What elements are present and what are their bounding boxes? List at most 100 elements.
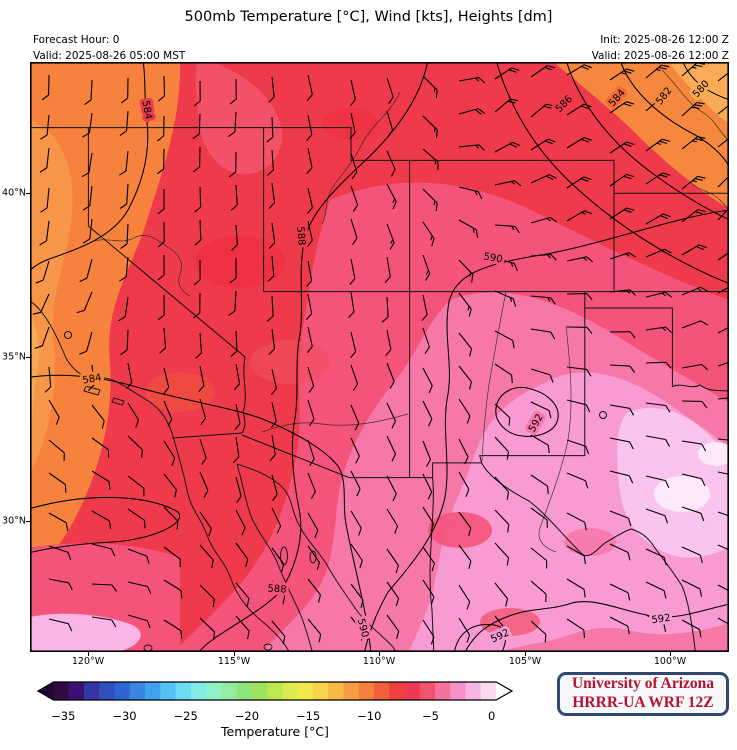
- wind-barb: [235, 542, 249, 568]
- wind-barb: [530, 253, 557, 261]
- wind-barb: [422, 400, 433, 427]
- wind-barb: [350, 331, 357, 359]
- wind-barb: [645, 508, 669, 524]
- wind-barb: [192, 292, 201, 319]
- height-contours: [30, 62, 729, 652]
- wind-barb: [82, 218, 93, 244]
- wind-barb: [231, 224, 238, 251]
- wind-barb: [458, 398, 471, 424]
- wind-barb: [645, 97, 670, 112]
- wind-barb: [566, 136, 592, 149]
- wind-barb: [422, 327, 430, 355]
- wind-barb: [609, 173, 635, 187]
- wind-barb: [530, 328, 556, 340]
- colorbar-cell: [267, 682, 283, 700]
- wind-barb: [681, 506, 705, 522]
- colorbar-tick-label: 0: [488, 709, 495, 723]
- wind-barb: [307, 439, 315, 467]
- wind-barb: [229, 257, 237, 284]
- colorbar-cell: [343, 682, 359, 700]
- wind-barb: [119, 256, 129, 282]
- wind-barb: [717, 71, 729, 82]
- wind-barb: [119, 183, 129, 209]
- wind-barb: [458, 76, 486, 84]
- wind-barb: [381, 296, 389, 323]
- wind-barb: [458, 259, 474, 283]
- colorbar-cell: [99, 682, 115, 700]
- wind-barb: [458, 186, 483, 200]
- wind-barb: [48, 545, 72, 561]
- rivers: [87, 69, 729, 553]
- wind-barb: [350, 543, 363, 569]
- wind-barb: [79, 258, 93, 283]
- wind-barb: [193, 80, 201, 107]
- wind-barb: [494, 330, 515, 349]
- wind-barb: [268, 182, 276, 209]
- wind-barb: [192, 113, 201, 140]
- wind-barb: [645, 291, 673, 298]
- wind-barb: [34, 326, 50, 349]
- wind-barb: [645, 248, 672, 258]
- wind-barb: [530, 547, 548, 569]
- wind-barb: [306, 74, 313, 102]
- colorbar-cell: [251, 682, 268, 700]
- wind-barb: [163, 619, 183, 639]
- wind-barb: [530, 474, 549, 495]
- wind-barb: [40, 187, 50, 213]
- wind-barb: [350, 185, 359, 212]
- colorbar-cell: [404, 682, 421, 700]
- wind-barb: [681, 209, 706, 223]
- map-frame: [30, 62, 729, 652]
- wind-barb: [386, 150, 396, 177]
- wind-barb: [458, 144, 485, 151]
- wind-barb: [156, 148, 165, 175]
- wind-barb: [458, 471, 470, 498]
- wind-barb: [458, 584, 471, 610]
- lon-tick-label: 110°W: [362, 656, 396, 667]
- wind-barb: [609, 68, 635, 81]
- wind-barb: [530, 620, 547, 643]
- wind-barb: [566, 472, 589, 489]
- wind-barb: [157, 75, 166, 102]
- wind-barb: [193, 259, 201, 286]
- wind-barb: [386, 362, 395, 389]
- wind-barb: [350, 437, 360, 464]
- wind-barb: [234, 403, 241, 431]
- wind-barb: [645, 172, 671, 185]
- wind-barb: [350, 510, 362, 536]
- wind-barb: [717, 137, 729, 148]
- wind-barb: [494, 436, 510, 460]
- wind-barb: [645, 213, 671, 225]
- wind-barb: [350, 364, 359, 391]
- colorbar-cell: [419, 682, 436, 700]
- wind-barb: [163, 400, 173, 427]
- city-marker: [64, 331, 72, 339]
- colorbar-cell: [312, 682, 329, 700]
- wind-barb: [118, 296, 129, 322]
- colorbar-cell: [465, 682, 482, 700]
- wind-barb: [48, 512, 69, 531]
- wind-barb: [645, 138, 671, 152]
- wind-barb: [530, 216, 558, 224]
- lat-tick-mark: [26, 357, 30, 358]
- wind-barb: [566, 545, 586, 565]
- state-borders: [30, 127, 729, 652]
- lat-tick-mark: [26, 193, 30, 194]
- wind-barb: [120, 329, 129, 356]
- wind-barb: [530, 295, 556, 305]
- wind-barb: [385, 329, 392, 357]
- valid-local: Valid: 2025-08-26 05:00 MST: [33, 49, 186, 62]
- wind-barb: [268, 76, 275, 103]
- wind-barb: [44, 366, 52, 393]
- wind-barb: [228, 151, 237, 178]
- wind-barb: [199, 511, 212, 537]
- valid-utc: Valid: 2025-08-26 12:00 Z: [591, 49, 729, 62]
- wind-barb: [163, 579, 183, 599]
- wind-barb: [422, 148, 439, 171]
- wind-barb: [530, 174, 557, 184]
- wind-barb: [82, 185, 93, 211]
- wind-barb: [681, 136, 706, 150]
- wind-barb: [195, 332, 203, 359]
- wind-barb: [235, 615, 250, 640]
- wind-barb: [199, 617, 215, 640]
